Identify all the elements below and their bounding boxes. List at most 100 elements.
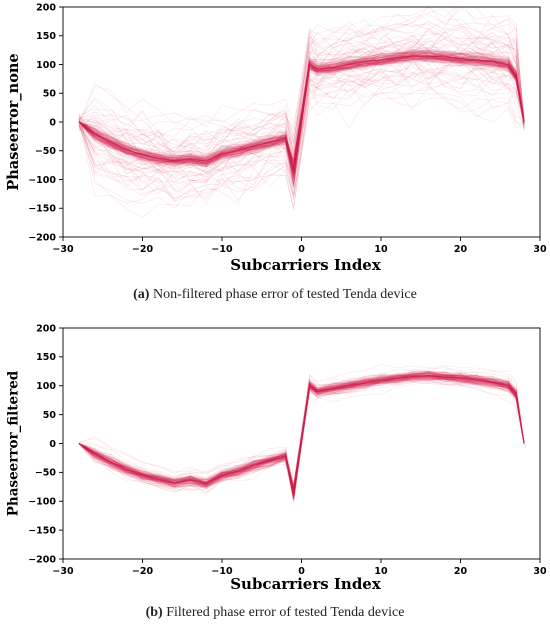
caption-b-letter: (b) xyxy=(145,605,163,620)
band-trace xyxy=(78,60,525,165)
outlier-trace xyxy=(78,7,525,146)
band-trace xyxy=(78,371,525,495)
band-trace xyxy=(78,371,525,501)
band-trace xyxy=(78,46,525,170)
outlier-trace xyxy=(78,367,525,488)
outlier-trace xyxy=(78,363,525,486)
outlier-trace xyxy=(78,8,525,161)
band-trace xyxy=(78,49,525,185)
band-trace xyxy=(78,51,525,168)
outlier-trace xyxy=(78,50,525,184)
band-trace xyxy=(78,60,525,171)
band-trace xyxy=(78,50,525,172)
band-trace xyxy=(78,370,525,494)
band-trace xyxy=(78,373,525,496)
y-axis-label: Phaseerror_filtered xyxy=(6,370,22,516)
band-trace xyxy=(78,58,525,172)
band-trace xyxy=(78,371,525,494)
band-trace xyxy=(78,54,525,178)
band-trace xyxy=(78,59,525,185)
caption-a-text: Non-filtered phase error of tested Tenda… xyxy=(152,287,417,302)
band-trace xyxy=(78,372,525,498)
band-trace xyxy=(78,372,525,492)
band-trace xyxy=(78,52,525,169)
x-tick-label: 10 xyxy=(374,566,388,577)
band-trace xyxy=(78,371,525,495)
outlier-trace xyxy=(78,7,525,157)
outlier-trace xyxy=(78,56,525,171)
band-trace xyxy=(78,379,525,493)
outlier-trace xyxy=(78,63,525,195)
band-trace xyxy=(78,59,525,176)
band-trace xyxy=(78,58,525,183)
outlier-trace xyxy=(78,27,525,137)
series-mean-line xyxy=(78,375,525,493)
band-trace xyxy=(78,58,525,166)
band-trace xyxy=(78,379,525,499)
band-trace xyxy=(78,371,525,496)
band-trace xyxy=(78,375,525,487)
band-trace xyxy=(78,53,525,166)
band-trace xyxy=(78,50,525,175)
outlier-trace xyxy=(78,45,525,178)
band-trace xyxy=(78,51,525,172)
band-trace xyxy=(78,373,525,493)
band-trace xyxy=(78,49,525,174)
band-trace xyxy=(78,370,525,497)
band-trace xyxy=(78,52,525,166)
band-trace xyxy=(78,53,525,165)
band-trace xyxy=(78,371,525,486)
band-trace xyxy=(78,50,525,183)
band-trace xyxy=(78,53,525,178)
outlier-trace xyxy=(78,53,525,218)
outlier-trace xyxy=(78,86,525,209)
outlier-trace xyxy=(78,14,525,159)
band-trace xyxy=(78,55,525,171)
outlier-trace xyxy=(78,66,525,202)
caption-b: (b) Filtered phase error of tested Tenda… xyxy=(0,605,550,621)
outlier-trace xyxy=(78,30,525,153)
y-tick-label: 150 xyxy=(36,352,56,363)
band-trace xyxy=(78,377,525,490)
outlier-trace xyxy=(78,46,525,154)
outlier-trace xyxy=(78,20,525,155)
outlier-trace xyxy=(78,35,525,152)
band-trace xyxy=(78,371,525,488)
band-trace xyxy=(78,374,525,498)
trace-group xyxy=(78,7,525,218)
band-trace xyxy=(78,59,525,168)
band-trace xyxy=(78,53,525,172)
y-tick-label: −50 xyxy=(35,146,57,157)
band-trace xyxy=(78,50,525,164)
y-tick-label: 200 xyxy=(36,2,56,13)
band-trace xyxy=(78,373,525,486)
y-tick-label: 0 xyxy=(49,439,56,450)
band-trace xyxy=(78,50,525,167)
x-tick-label: −10 xyxy=(211,244,233,255)
outlier-trace xyxy=(78,31,525,165)
band-trace xyxy=(78,368,525,492)
y-tick-label: 100 xyxy=(36,381,56,392)
band-trace xyxy=(78,372,525,499)
band-trace xyxy=(78,378,525,498)
band-trace xyxy=(78,49,525,171)
band-trace xyxy=(78,58,525,170)
x-tick-label: 20 xyxy=(454,244,468,255)
y-tick-label: −50 xyxy=(35,468,57,479)
band-trace xyxy=(78,372,525,494)
band-trace xyxy=(78,371,525,494)
x-tick-label: −30 xyxy=(52,566,74,577)
outlier-trace xyxy=(78,41,525,180)
outlier-trace xyxy=(78,59,525,195)
band-trace xyxy=(78,56,525,164)
band-trace xyxy=(78,55,525,173)
band-trace xyxy=(78,59,525,167)
outlier-trace xyxy=(78,56,525,175)
y-tick-label: 50 xyxy=(43,410,57,421)
outlier-trace xyxy=(78,42,525,173)
caption-b-text: Filtered phase error of tested Tenda dev… xyxy=(166,605,405,620)
band-trace xyxy=(78,372,525,494)
